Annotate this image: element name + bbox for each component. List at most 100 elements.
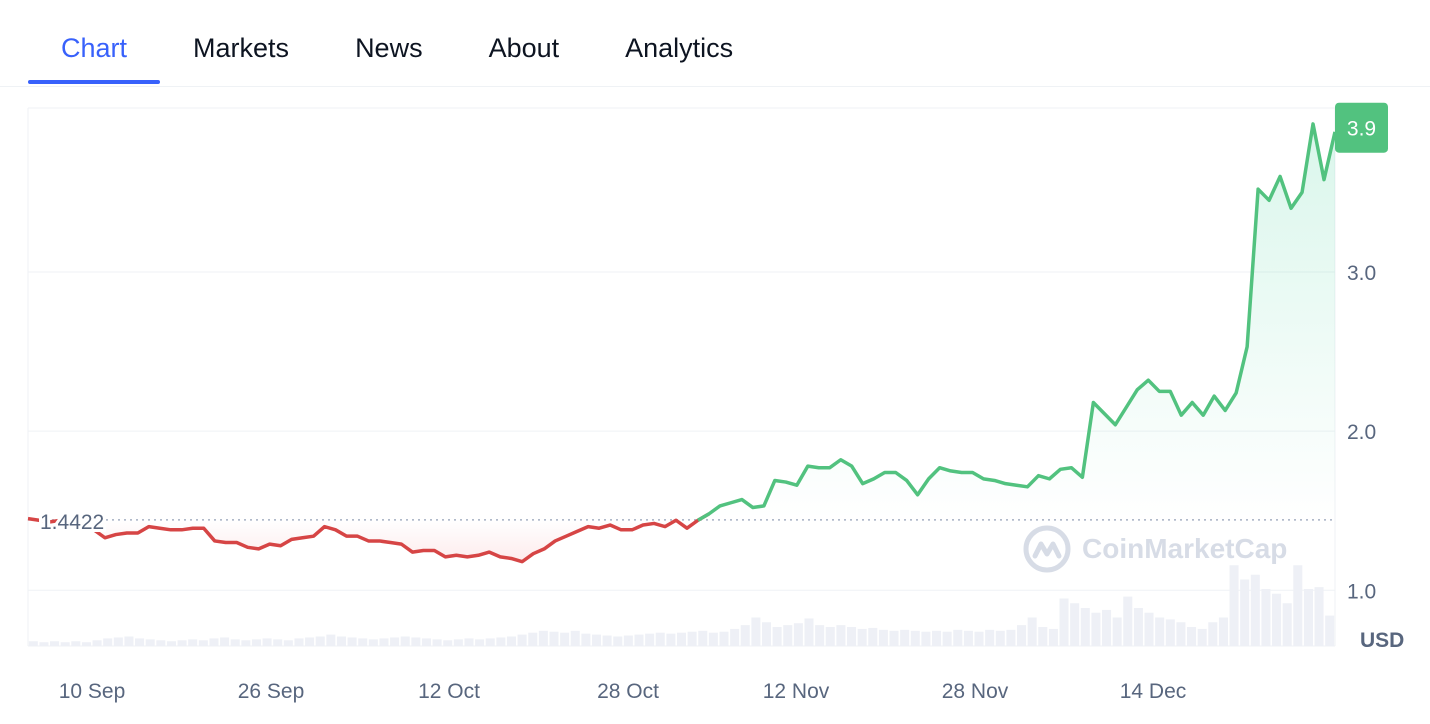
tab-bar: Chart Markets News About Analytics bbox=[28, 0, 766, 86]
volume-bar bbox=[953, 629, 963, 646]
volume-bar bbox=[50, 641, 60, 646]
volume-bar bbox=[1250, 574, 1260, 646]
volume-bar bbox=[379, 638, 389, 646]
volume-bar bbox=[932, 630, 942, 646]
tab-news[interactable]: News bbox=[355, 32, 423, 63]
volume-bar bbox=[1282, 603, 1292, 646]
volume-bar bbox=[1197, 628, 1207, 646]
x-tick-label: 28 Nov bbox=[942, 680, 1009, 703]
y-tick-label: 1.0 bbox=[1347, 580, 1376, 603]
volume-bar bbox=[1027, 617, 1037, 646]
volume-bar bbox=[453, 639, 463, 646]
volume-bar bbox=[1314, 587, 1324, 646]
volume-bar bbox=[71, 641, 81, 646]
volume-bar bbox=[708, 632, 718, 646]
volume-bar bbox=[188, 639, 198, 646]
volume-bar bbox=[347, 637, 357, 646]
x-tick-label: 26 Sep bbox=[238, 680, 305, 703]
x-tick-label: 12 Nov bbox=[763, 680, 830, 703]
volume-bar bbox=[921, 631, 931, 646]
volume-bar bbox=[974, 631, 984, 646]
volume-bar bbox=[92, 640, 102, 646]
volume-bar bbox=[889, 630, 899, 646]
volume-bar bbox=[1293, 565, 1303, 646]
volume-bar bbox=[1080, 608, 1090, 646]
volume-bar bbox=[283, 640, 293, 646]
tab-markets[interactable]: Markets bbox=[193, 32, 290, 63]
volume-bar bbox=[666, 633, 676, 646]
volume-bar bbox=[517, 634, 527, 646]
volume-bar bbox=[443, 640, 453, 646]
volume-bar bbox=[1229, 565, 1239, 646]
volume-bar bbox=[995, 630, 1005, 646]
tab-analytics[interactable]: Analytics bbox=[625, 32, 734, 63]
volume-bar bbox=[220, 637, 230, 646]
volume-bar bbox=[878, 629, 888, 646]
volume-bar bbox=[1091, 612, 1101, 646]
volume-bar bbox=[251, 639, 261, 646]
volume-bar bbox=[103, 638, 113, 646]
price-line-down[interactable] bbox=[27, 512, 710, 564]
volume-bar bbox=[1165, 619, 1175, 646]
volume-bar bbox=[538, 630, 548, 646]
volume-bar bbox=[464, 638, 474, 646]
volume-bar bbox=[528, 632, 538, 646]
volume-bar bbox=[857, 628, 867, 646]
current-price-label: 3.9 bbox=[1347, 118, 1376, 141]
x-tick-label: 10 Sep bbox=[59, 680, 126, 703]
volume-bar bbox=[1218, 617, 1228, 646]
volume-bar bbox=[39, 642, 49, 646]
volume-bar bbox=[135, 638, 145, 646]
volume-bar bbox=[496, 637, 506, 646]
volume-bar bbox=[1272, 593, 1282, 646]
volume-bar bbox=[772, 627, 782, 646]
volume-bar bbox=[868, 627, 878, 646]
volume-bar bbox=[198, 640, 208, 646]
volume-bar bbox=[368, 639, 378, 646]
volume-bar bbox=[761, 622, 772, 646]
y-tick-label: 2.0 bbox=[1347, 421, 1376, 444]
volume-bar bbox=[1144, 612, 1154, 646]
volume-bar bbox=[1102, 609, 1112, 646]
volume-bar bbox=[1133, 608, 1143, 646]
volume-bar bbox=[740, 625, 750, 646]
volume-bar bbox=[655, 632, 665, 646]
volume-bar bbox=[421, 638, 431, 646]
volume-bar bbox=[825, 627, 835, 646]
currency-label: USD bbox=[1360, 629, 1404, 652]
volume-bar bbox=[156, 640, 166, 646]
volume-bar bbox=[262, 638, 272, 646]
volume-bar bbox=[836, 625, 846, 646]
volume-bar bbox=[847, 627, 857, 646]
x-tick-label: 12 Oct bbox=[418, 680, 480, 703]
price-line-up[interactable] bbox=[697, 122, 1337, 522]
volume-bar bbox=[294, 638, 304, 646]
volume-bar bbox=[581, 633, 591, 646]
volume-bar bbox=[687, 631, 697, 646]
volume-bar bbox=[900, 629, 910, 646]
volume-bar bbox=[1325, 615, 1335, 646]
volume-bar bbox=[166, 641, 176, 646]
volume-bar bbox=[305, 637, 315, 646]
volume-bar bbox=[1123, 596, 1133, 646]
coinmarketcap-watermark: CoinMarketCap bbox=[1022, 524, 1287, 574]
volume-bar bbox=[1112, 617, 1122, 646]
tab-chart[interactable]: Chart bbox=[28, 12, 161, 84]
y-tick-label: 3.0 bbox=[1347, 262, 1376, 285]
volume-bar bbox=[177, 640, 187, 646]
volume-bar bbox=[783, 625, 793, 646]
volume-bar bbox=[730, 628, 740, 646]
volume-bar bbox=[485, 638, 495, 646]
volume-bar bbox=[549, 631, 559, 646]
volume-bar bbox=[400, 636, 410, 646]
volume-bar bbox=[1017, 625, 1027, 646]
volume-bar bbox=[432, 639, 442, 646]
volume-bar bbox=[1303, 589, 1313, 646]
tab-about[interactable]: About bbox=[488, 32, 560, 63]
volume-bar bbox=[60, 642, 70, 646]
volume-bar bbox=[336, 636, 346, 646]
volume-bar bbox=[676, 632, 687, 646]
up-area-fill bbox=[697, 123, 1335, 520]
volume-bar bbox=[475, 639, 485, 646]
